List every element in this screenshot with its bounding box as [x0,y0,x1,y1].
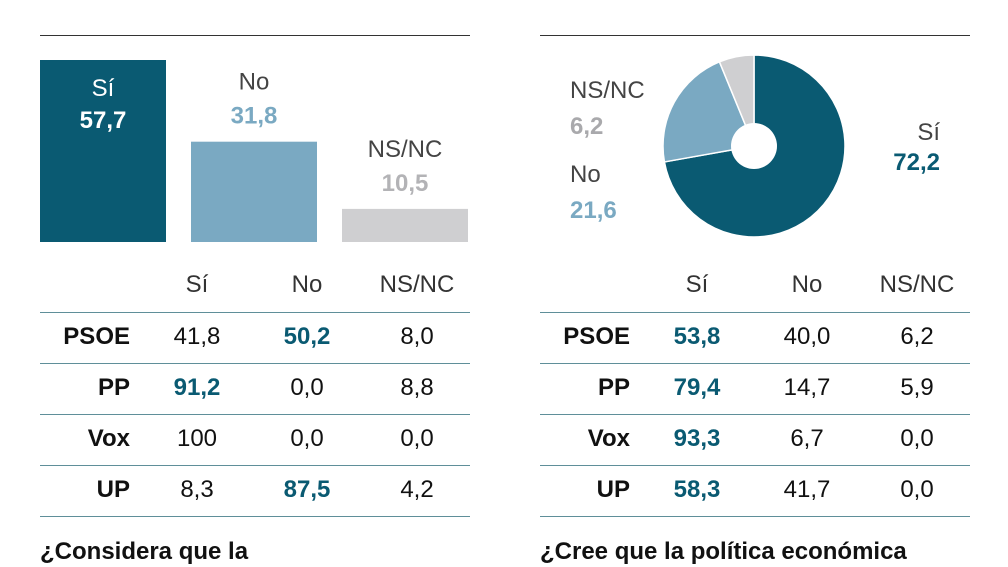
header-nsnc: NS/NC [379,271,455,298]
pie-category-label: NS/NC [570,77,645,104]
pie-slice [718,54,755,147]
table-cell: 50,2 [283,323,331,350]
table-row: UP 8,3 87,5 4,2 [40,465,470,517]
party-label: Vox [87,425,130,452]
party-label: PSOE [63,323,130,350]
header-si: Sí [185,271,209,298]
pie-category-label: Sí [917,119,940,146]
panel-left: Sí 57,7 No 31,8 NS/NC 10,5 Sí No NS/NC PSOE 41… [40,0,470,567]
table-cell: 0,0 [400,425,434,452]
party-label: UP [96,476,130,503]
table-row: PP 79,4 14,7 5,9 [540,363,970,414]
table-cell: 5,9 [900,374,934,401]
table-header: Sí No NS/NC [540,265,970,305]
table-cell: 0,0 [900,425,934,452]
bar [40,60,166,242]
table-cell: 41,8 [173,323,221,350]
bar-category-label: NS/NC [368,136,443,163]
party-label: PSOE [563,323,630,350]
bar [191,141,317,242]
header-no: No [791,271,823,298]
table-cell: 91,2 [173,374,221,401]
table-header: Sí No NS/NC [40,265,470,305]
pie-category-label: No [570,161,601,188]
table-row: PP 91,2 0,0 8,8 [40,363,470,414]
party-label: PP [97,374,130,401]
bar [342,208,468,242]
table-cell: 6,7 [790,425,824,452]
question-text: ¿Considera que la [40,538,249,565]
table-row: Vox 100 0,0 0,0 [40,414,470,465]
table-cell: 4,2 [400,476,434,503]
table-cell: 53,8 [673,323,721,350]
table-cell: 58,3 [673,476,721,503]
bar-value-label: 31,8 [231,103,278,130]
table-cell: 8,3 [180,476,214,503]
header-si: Sí [685,271,709,298]
bar-category-label: Sí [92,75,115,102]
header-nsnc: NS/NC [879,271,955,298]
bar-value-label: 10,5 [382,170,429,197]
table-cell: 8,0 [400,323,434,350]
table-cell: 14,7 [783,374,831,401]
pie-chart: Sí 72,2 No 21,6 NS/NC 6,2 [570,54,940,238]
top-rule [40,35,470,36]
table-cell: 93,3 [673,425,721,452]
table-row: PSOE 53,8 40,0 6,2 [540,312,970,363]
party-label: Vox [587,425,630,452]
table-row: PSOE 41,8 50,2 8,0 [40,312,470,363]
pie-value-label: 6,2 [570,113,603,140]
table-cell: 6,2 [900,323,934,350]
table-row: UP 58,3 41,7 0,0 [540,465,970,517]
table-row: Vox 93,3 6,7 0,0 [540,414,970,465]
pie-value-label: 72,2 [893,149,940,176]
bar-chart: Sí 57,7 No 31,8 NS/NC 10,5 [40,60,468,242]
party-label: PP [597,374,630,401]
table-cell: 8,8 [400,374,434,401]
table-cell: 0,0 [290,374,324,401]
panel-right: Sí 72,2 No 21,6 NS/NC 6,2 Sí No NS/NC PSOE 53,… [540,0,970,567]
table-cell: 79,4 [673,374,721,401]
table-cell: 0,0 [900,476,934,503]
party-label: UP [596,476,630,503]
pie-value-label: 21,6 [570,197,617,224]
top-rule [540,35,970,36]
table-cell: 0,0 [290,425,324,452]
question-text: ¿Cree que la política económica [540,538,907,565]
bar-value-label: 57,7 [80,107,127,134]
table-cell: 40,0 [783,323,831,350]
donut-hole [731,123,777,169]
table-cell: 41,7 [783,476,831,503]
table-cell: 100 [176,425,218,452]
header-no: No [291,271,323,298]
pie-slice [662,60,756,163]
bar-category-label: No [239,69,270,96]
table-cell: 87,5 [283,476,331,503]
